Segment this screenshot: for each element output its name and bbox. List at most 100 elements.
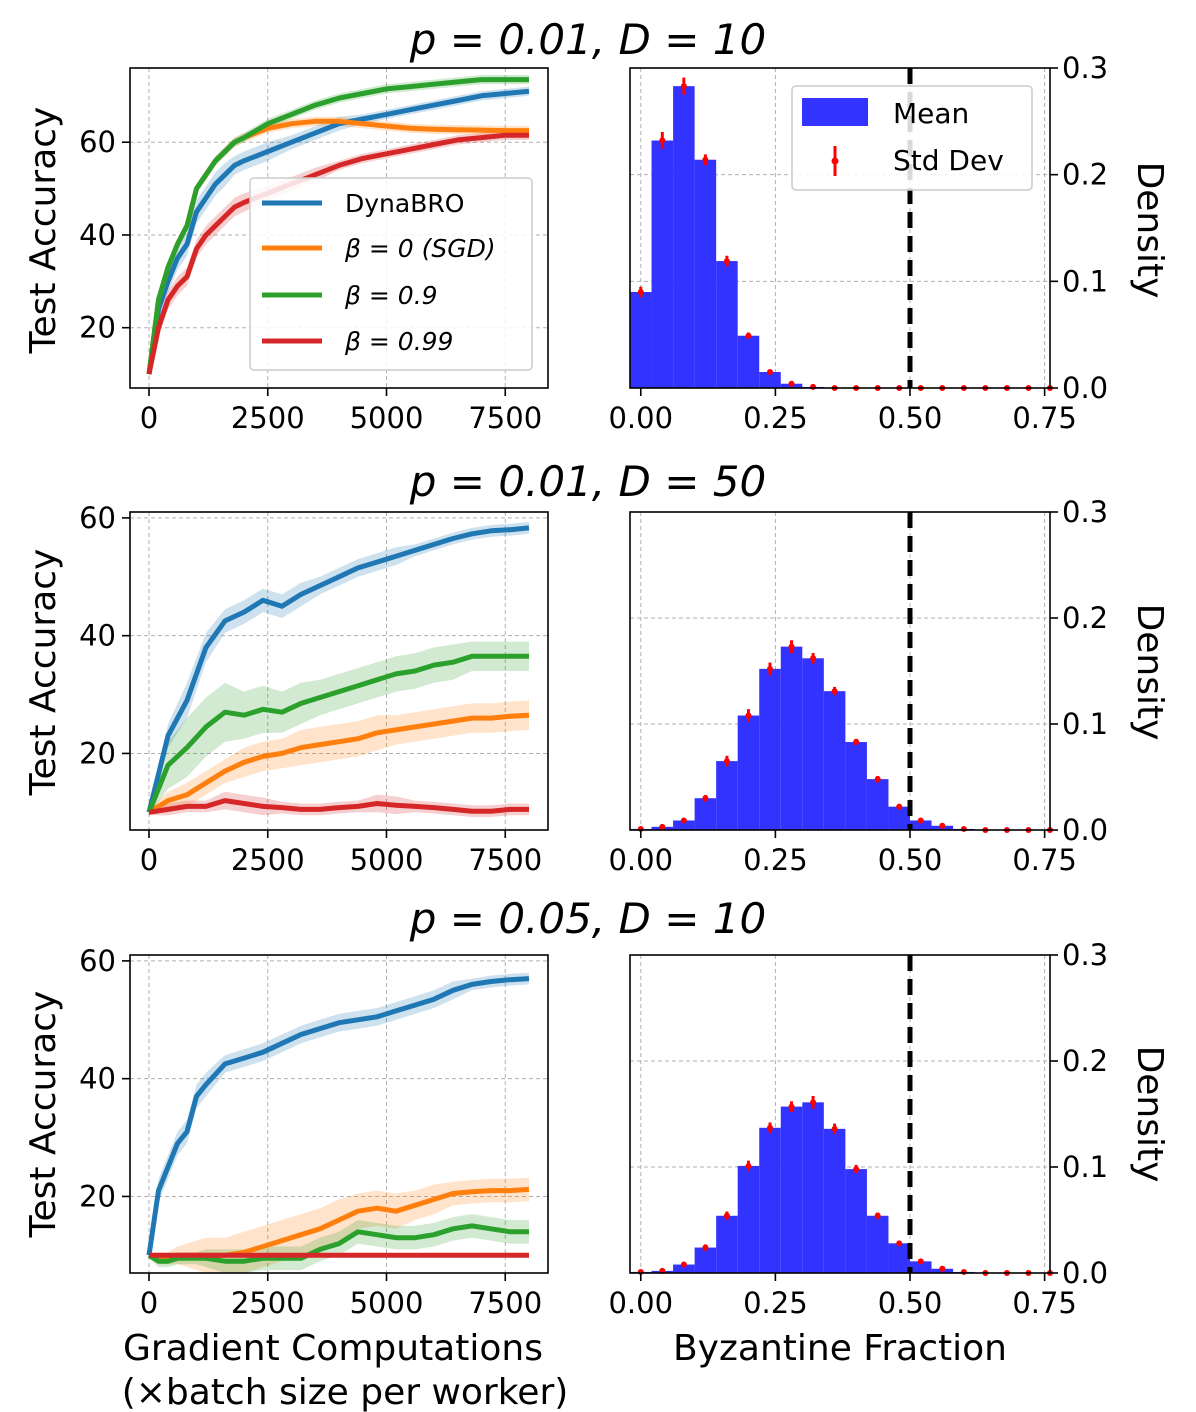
hist-mean-dot: [723, 758, 730, 765]
hist-mean-dot: [874, 1212, 881, 1219]
hist-mean-dot: [917, 817, 924, 824]
hist-bar: [694, 159, 717, 388]
row-title-3: p = 0.05, D = 10: [409, 894, 766, 943]
acc-xtick-label: 5000: [350, 401, 424, 435]
band-sgd: [149, 700, 529, 816]
accuracy-legend: DynaBRO β = 0 (SGD) β = 0.9 β = 0.99: [249, 177, 533, 371]
hist-mean-dot: [831, 1125, 838, 1132]
hist-mean-dot: [659, 823, 666, 830]
hist-mean-dot: [745, 332, 752, 339]
hist-ytick-label: 0.2: [1062, 1044, 1108, 1078]
hist-mean-dot: [659, 137, 666, 144]
density-ylabel-2: Density: [1129, 604, 1170, 741]
acc-ytick-label: 40: [79, 619, 116, 653]
acc-axes-frame: [129, 954, 549, 1274]
acc-xtick-label: 7500: [468, 843, 542, 877]
hist-mean-dot: [637, 289, 644, 295]
hist-bar: [716, 261, 738, 388]
hist-mean-dot: [702, 156, 709, 163]
hist-mean-dot: [767, 1124, 773, 1131]
hist-bar: [845, 1169, 867, 1273]
acc-xtick-label: 0: [140, 1286, 158, 1320]
hist-xtick-label: 0.50: [878, 1286, 943, 1320]
hist-bar: [694, 798, 717, 830]
hist-xtick-label: 0.00: [608, 843, 673, 877]
acc-xtick-label: 0: [140, 401, 158, 435]
hist-bar: [780, 646, 803, 830]
hist-ytick-label: 0.3: [1062, 51, 1108, 85]
hist-mean-dot: [680, 83, 687, 90]
acc-ylabel-3: Test Accuracy: [23, 991, 64, 1239]
hist-bar: [630, 292, 652, 388]
hist-ytick-label: 0.0: [1062, 371, 1108, 405]
hist-bar: [780, 1106, 803, 1273]
hist-mean-dot: [810, 1099, 817, 1106]
hist-xtick-label: 0.75: [1012, 1286, 1077, 1320]
series-line-beta09: [146, 77, 529, 375]
hist-xtick-label: 0.75: [1012, 401, 1077, 435]
hist-bar: [737, 335, 760, 388]
hist-mean-dot: [788, 380, 795, 387]
hist-bar: [888, 806, 910, 830]
hist-bar: [694, 1247, 717, 1273]
hist-mean-dot: [810, 655, 817, 662]
acc-ytick-label: 60: [79, 501, 116, 535]
hist-axes-frame: [629, 511, 1051, 831]
legend-label-dynabro: DynaBRO: [345, 189, 464, 218]
hist-xtick-label: 0.00: [608, 1286, 673, 1320]
hist-bar: [845, 742, 867, 830]
hist-mean-dot: [960, 1268, 967, 1275]
hist-mean-dot: [723, 258, 730, 265]
density-ylabel-3: Density: [1129, 1046, 1170, 1183]
acc-xtick-label: 7500: [468, 401, 542, 435]
hist-ytick-label: 0.3: [1062, 495, 1108, 529]
band-beta099: [149, 791, 529, 817]
acc-ytick-label: 60: [79, 944, 116, 978]
acc-ytick-label: 60: [79, 125, 116, 159]
hist-mean-dot: [960, 825, 967, 832]
hist-mean-dot: [680, 1261, 687, 1268]
series-line-dynabro: [146, 525, 530, 813]
legend-label-mean: Mean: [893, 97, 969, 130]
hist-xtick-label: 0.50: [878, 843, 943, 877]
hist-bar: [737, 1165, 760, 1273]
hist-bar: [888, 1243, 910, 1273]
hist-mean-dot: [874, 776, 881, 783]
acc-ylabel-2: Test Accuracy: [23, 549, 64, 797]
row-title-2: p = 0.01, D = 50: [409, 457, 766, 506]
hist-bar: [673, 820, 695, 830]
series-line-beta09: [146, 653, 529, 814]
hist-mean-dot: [702, 795, 709, 802]
legend-swatch-std-dot: [831, 157, 839, 165]
hist-mean-dot: [853, 1166, 860, 1173]
hist-bar: [716, 1215, 738, 1273]
hist-bar: [716, 761, 738, 830]
hist-ytick-label: 0.1: [1062, 1150, 1108, 1184]
hist-bar: [737, 715, 760, 830]
hist-mean-dot: [853, 739, 860, 746]
hist-xtick-label: 0.25: [743, 401, 808, 435]
accuracy-plot-2: 0 2500 5000 7500 20 40 60: [79, 501, 549, 877]
series-line-beta099: [148, 798, 529, 815]
hist-bar: [651, 140, 674, 388]
hist-mean-dot: [831, 688, 838, 695]
acc-axes-frame: [129, 511, 549, 831]
acc-ytick-label: 40: [79, 218, 116, 252]
hist-bar: [866, 779, 889, 830]
xlabel-gradient-line2: (×batch size per worker): [122, 1372, 569, 1412]
series-line-sgd: [147, 712, 530, 815]
hist-mean-dot: [917, 1258, 924, 1265]
hist-bar: [802, 1102, 824, 1273]
hist-ytick-label: 0.1: [1062, 264, 1108, 298]
legend-label-std: Std Dev: [893, 144, 1004, 177]
hist-mean-dot: [745, 1162, 752, 1169]
acc-ytick-label: 20: [79, 736, 116, 770]
hist-mean-dot: [680, 817, 687, 824]
hist-bar: [673, 1264, 695, 1273]
xlabel-byzantine: Byzantine Fraction: [673, 1328, 1007, 1369]
hist-ytick-label: 0.1: [1062, 707, 1108, 741]
series-line-dynabro: [146, 976, 530, 1256]
hist-bar: [759, 1127, 781, 1273]
hist-mean-dot: [939, 1265, 946, 1272]
